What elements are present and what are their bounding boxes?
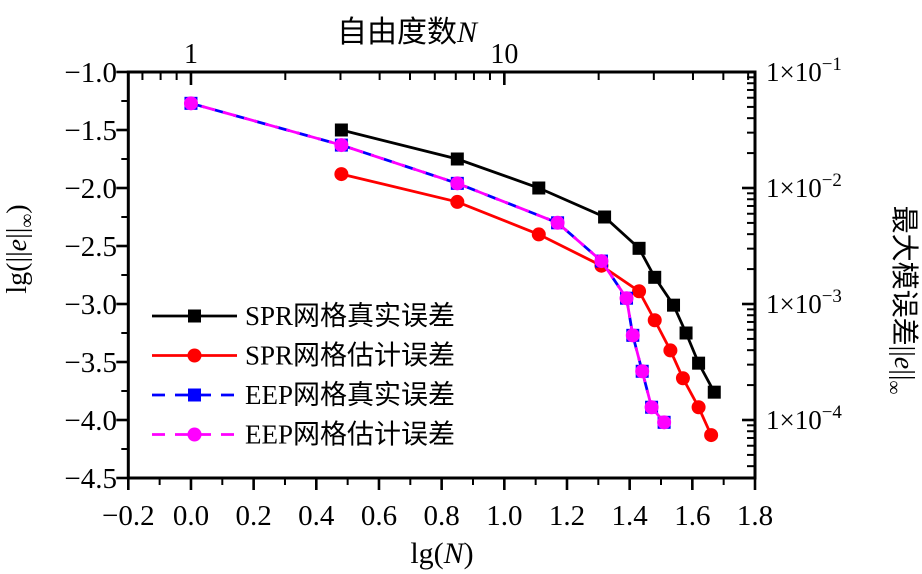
- legend-label: SPR网格估计误差: [245, 341, 455, 371]
- svg-text:0.4: 0.4: [298, 500, 335, 532]
- svg-text:0.8: 0.8: [424, 500, 460, 532]
- right-axis-title: 最大模误差||e||∞: [883, 206, 920, 395]
- series-spr-est: [334, 167, 719, 443]
- y-axis-ticks: [116, 70, 129, 480]
- svg-text:−3.0: −3.0: [64, 289, 117, 321]
- svg-text:−1.0: −1.0: [64, 57, 117, 89]
- top-axis-title: 自由度数N: [337, 16, 479, 49]
- legend-label: EEP网格估计误差: [245, 420, 455, 450]
- top-axis-ticks: [141, 72, 750, 85]
- svg-text:−1.5: −1.5: [64, 115, 117, 147]
- svg-text:−0.2: −0.2: [102, 500, 155, 532]
- legend-label: EEP网格真实误差: [245, 380, 455, 410]
- legend: SPR网格真实误差 SPR网格估计误差 EEP网格真实误差 EEP网格估计误差: [152, 301, 455, 450]
- svg-text:1×10−4: 1×10−4: [766, 402, 842, 435]
- svg-text:1×10−1: 1×10−1: [766, 54, 842, 87]
- top-axis-tick-labels: 1 10: [184, 39, 518, 70]
- svg-text:−3.5: −3.5: [64, 347, 117, 379]
- svg-text:−4.0: −4.0: [64, 405, 117, 437]
- svg-text:−4.5: −4.5: [64, 463, 117, 495]
- legend-label: SPR网格真实误差: [245, 301, 455, 331]
- svg-text:1.6: 1.6: [674, 500, 710, 532]
- series-eep-est: [183, 96, 672, 430]
- svg-text:0.0: 0.0: [173, 500, 209, 532]
- right-axis-tick-labels: 1×10−1 1×10−2 1×10−3 1×10−4: [766, 54, 842, 435]
- svg-text:1.0: 1.0: [486, 500, 522, 532]
- legend-item-eep-true: EEP网格真实误差: [152, 380, 455, 410]
- series-spr-true: [334, 123, 721, 399]
- y-axis-tick-labels: −1.0 −1.5 −2.0 −2.5 −3.0 −3.5 −4.0 −4.5: [64, 57, 117, 495]
- legend-item-spr-true: SPR网格真实误差: [152, 301, 455, 331]
- x-axis-tick-labels: −0.2 0.0 0.2 0.4 0.6 0.8 1.0 1.2 1.4 1.6 1.8: [102, 500, 773, 532]
- svg-text:1.4: 1.4: [612, 500, 649, 532]
- legend-item-eep-est: EEP网格估计误差: [152, 420, 455, 450]
- legend-item-spr-est: SPR网格估计误差: [152, 341, 455, 371]
- y-axis-title: lg(||e||∞): [2, 204, 38, 293]
- svg-text:1×10−3: 1×10−3: [766, 286, 842, 319]
- svg-text:1.8: 1.8: [737, 500, 773, 532]
- svg-text:10: 10: [490, 39, 518, 70]
- svg-text:−2.5: −2.5: [64, 231, 117, 263]
- x-axis-ticks: [127, 478, 757, 490]
- svg-text:−2.0: −2.0: [64, 173, 117, 205]
- svg-text:0.6: 0.6: [361, 500, 397, 532]
- right-axis-ticks: [742, 70, 755, 468]
- svg-text:1.2: 1.2: [549, 500, 585, 532]
- svg-text:1: 1: [184, 39, 198, 70]
- svg-text:0.2: 0.2: [236, 500, 272, 532]
- svg-text:1×10−2: 1×10−2: [766, 170, 842, 203]
- x-axis-title: lg(N): [410, 537, 473, 570]
